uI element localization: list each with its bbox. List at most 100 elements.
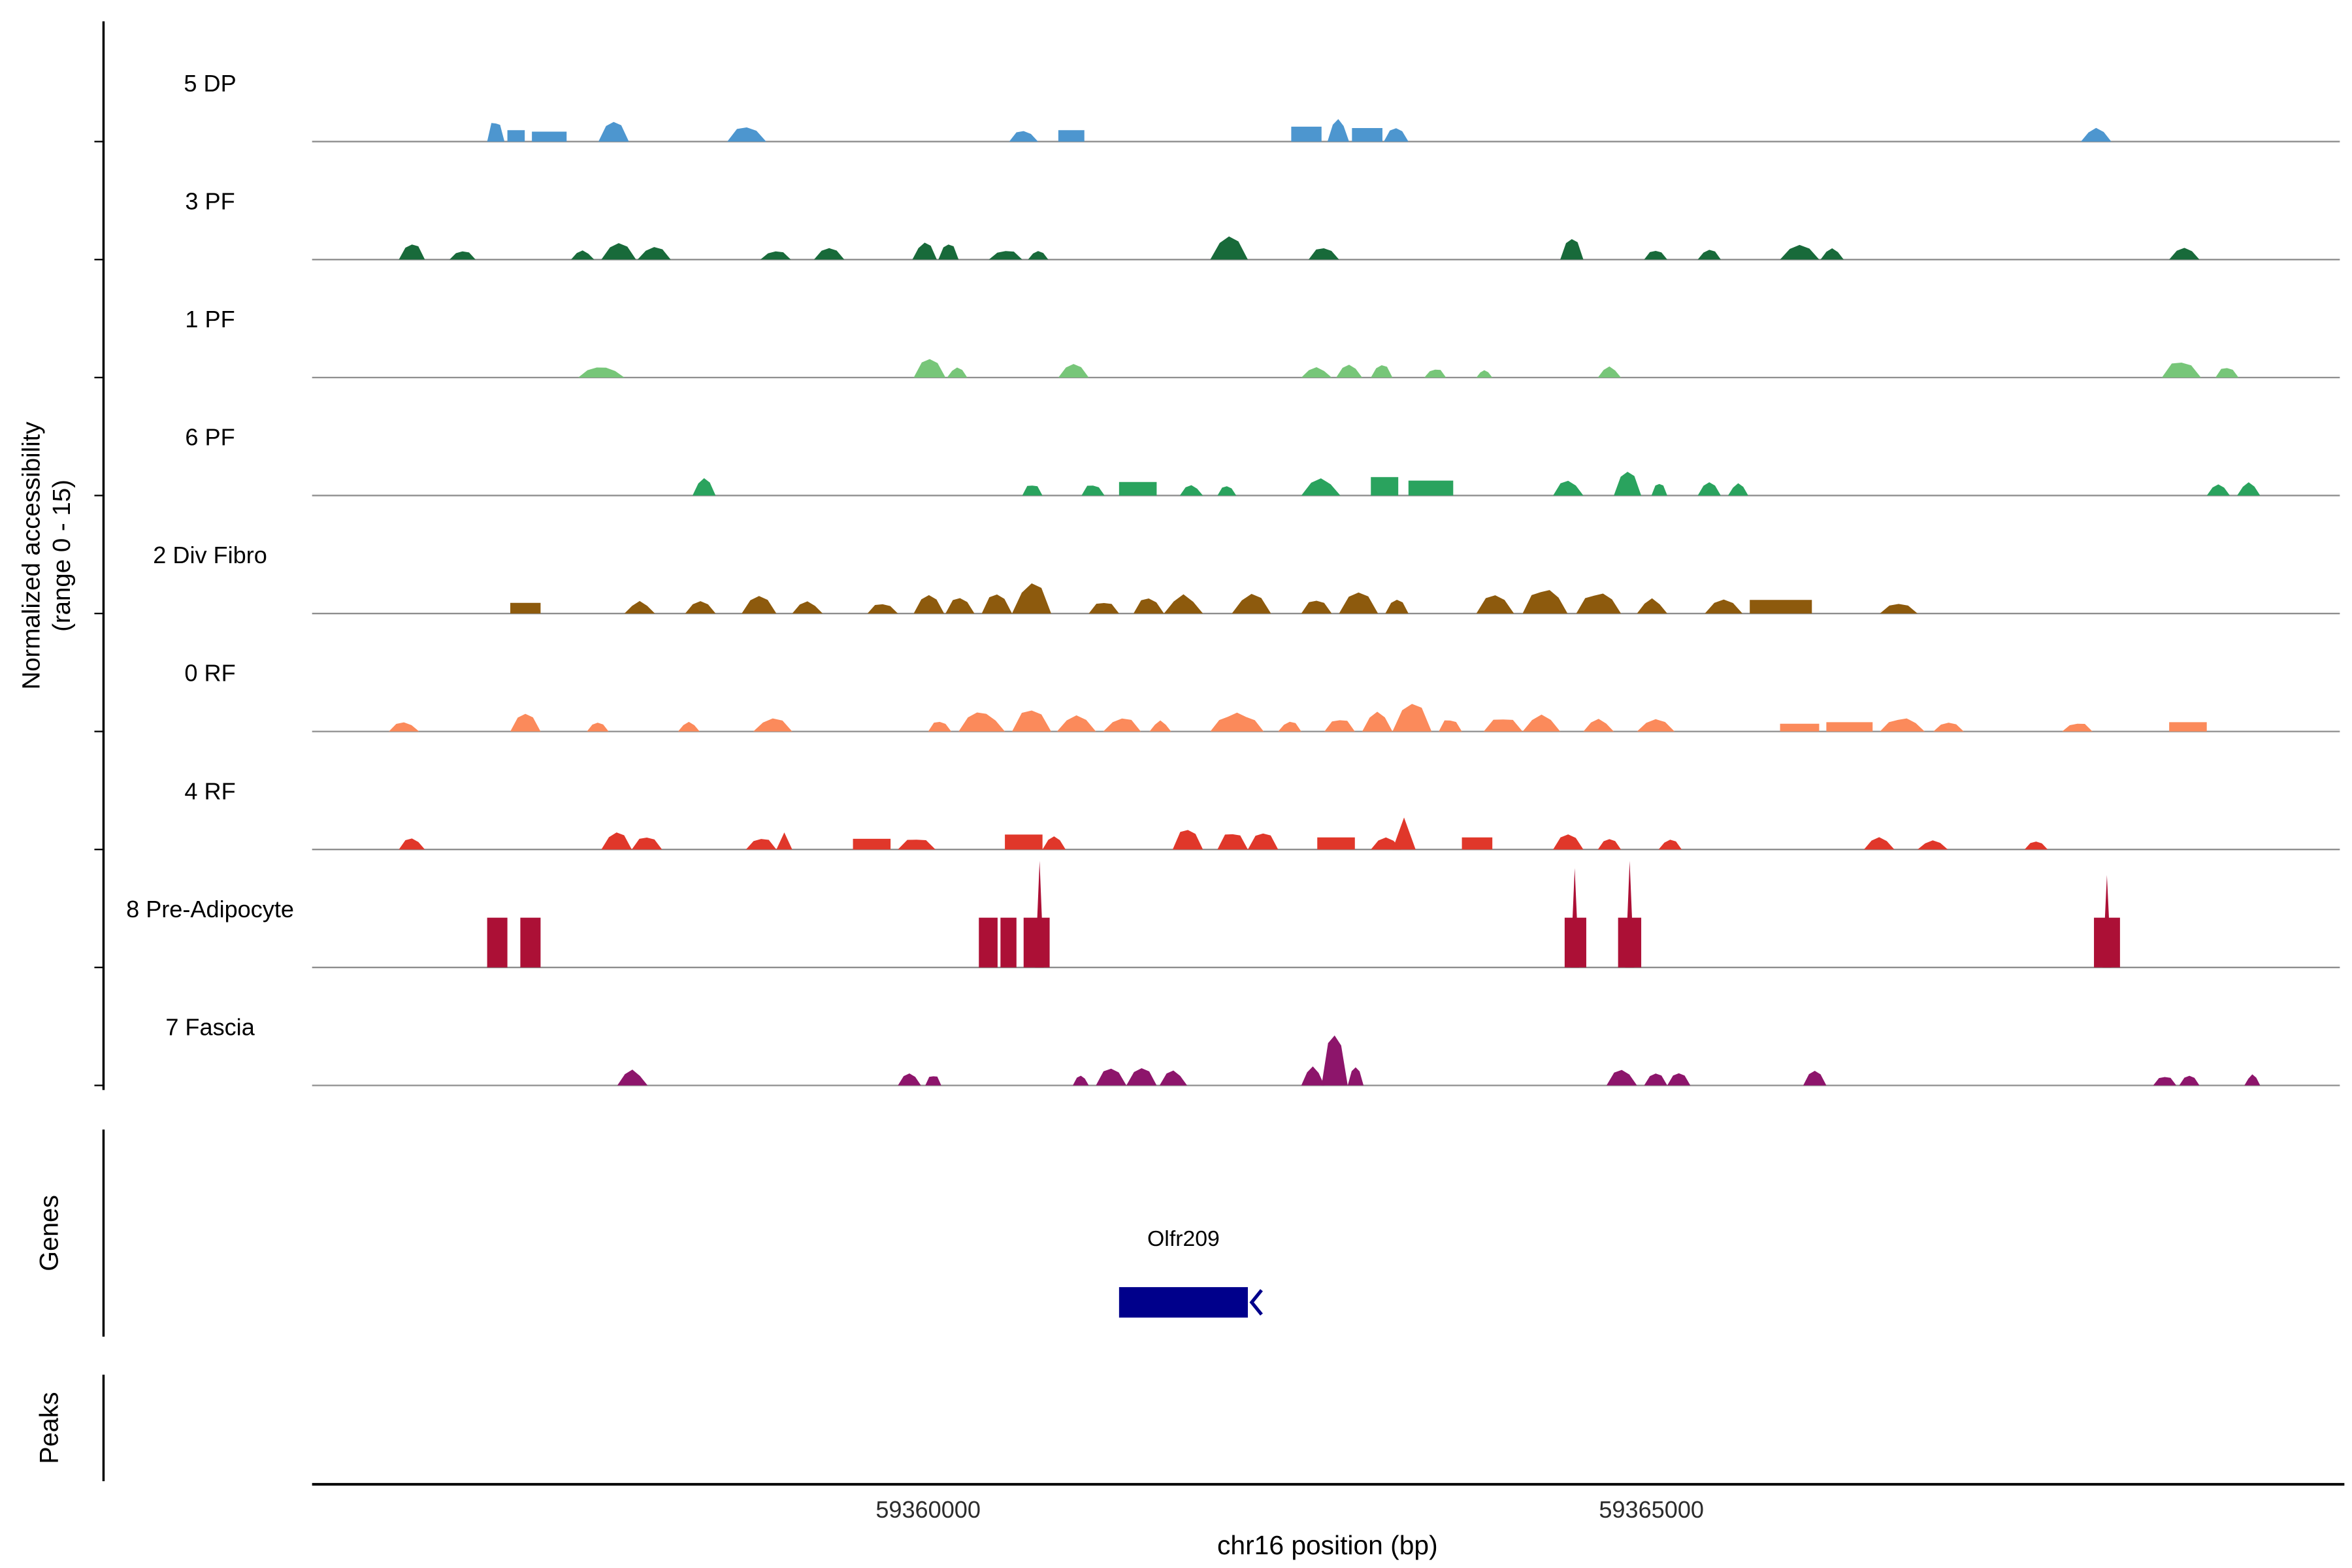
signal-peak [1247,833,1279,850]
signal-peak [1476,595,1514,614]
signal-peak [1056,715,1096,732]
signal-peak [507,130,525,142]
signal-peak [1000,917,1017,968]
track-6-pf: 6 PF [94,424,2340,497]
signal-peak [760,251,791,260]
signal-peak [1424,369,1446,378]
signal-peak [449,251,476,260]
signal-peak [571,250,595,260]
gene-body [1119,1287,1248,1318]
gene-olfr209: Olfr209 [1119,1226,1263,1318]
signal-peak [389,722,419,732]
signal-peak [1371,477,1399,496]
track-label: 3 PF [185,188,235,214]
track-4-rf: 4 RF [94,777,2340,851]
signal-peak [1803,1070,1827,1086]
signal-peak [928,721,952,732]
signal-peak [1149,720,1171,732]
signal-peak [925,1076,941,1086]
signal-peak [1088,602,1119,614]
signal-peak [745,839,777,850]
track-label: 5 DP [184,70,236,97]
gene-label: Olfr209 [1147,1226,1220,1251]
signal-peak [1917,840,1948,850]
signal-peak [1210,712,1264,732]
signal-peak [981,594,1013,614]
track-label: 7 Fascia [165,1013,255,1040]
signal-peak [1476,370,1493,378]
signal-peak [1933,723,1964,732]
signal-peak [1597,839,1622,850]
accessibility-tracks: 5 DP 3 PF 1 PF 6 PF 2 Div Fibro 0 RF 4 RF 8 Pre… [94,70,2340,1086]
signal-peak [988,251,1022,260]
signal-peak [1347,1067,1364,1086]
signal-peak [913,359,946,378]
y-axis-label-line2: (range 0 - 15) [48,480,76,632]
gene-strand-arrow-icon [1249,1289,1263,1316]
track-3-pf: 3 PF [94,188,2340,261]
signal-peak [947,367,968,378]
signal-peak [1327,119,1349,142]
x-axis-ticks: 59360000 59365000 [875,1496,1704,1523]
signal-peak [1042,836,1066,850]
signal-peak [1644,251,1667,260]
signal-peak [1553,480,1584,496]
signal-peak [1012,710,1051,732]
signal-peak [678,721,700,732]
track-label: 8 Pre-Adipocyte [126,896,294,923]
signal-peak [1133,598,1164,614]
signal-peak [1553,834,1584,850]
track-label: 1 PF [185,306,235,333]
signal-peak [1035,860,1044,968]
signal-peak [1022,485,1043,496]
signal-peak [1483,719,1523,732]
signal-peak [1780,244,1820,260]
genes-section: Genes Olfr209 [35,1129,1263,1337]
signal-peak [1750,600,1812,614]
signal-peak [1119,482,1157,496]
signal-peak [487,123,505,142]
signal-peak [2237,482,2261,496]
signal-peak [898,1073,921,1086]
y-axis: Normalized accessibility (range 0 - 15) [18,21,105,1090]
signal-peak [1301,367,1332,378]
signal-peak [520,917,541,968]
signal-peak [1159,1070,1188,1086]
peaks-section-label: Peaks [35,1392,64,1464]
y-axis-label-line1: Normalized accessibility [18,421,46,690]
signal-peak [2244,1074,2261,1086]
track-label: 2 Div Fibro [153,542,267,568]
signal-peak [685,601,716,614]
signal-peak [598,122,629,142]
signal-peak [1321,1035,1348,1086]
signal-peak [1392,704,1432,732]
signal-peak [1301,600,1332,614]
signal-peak [1697,250,1721,260]
signal-peak [1625,860,1635,968]
track-1-pf: 1 PF [94,306,2340,379]
signal-peak [1339,592,1379,614]
signal-peak [1371,365,1393,378]
signal-peak [1667,1073,1691,1086]
signal-peak [1291,126,1322,142]
signal-peak [1009,131,1038,142]
signal-peak [587,723,609,732]
signal-peak [1103,718,1141,732]
track-2-div-fibro: 2 Div Fibro [94,542,2340,615]
genes-section-label: Genes [35,1195,64,1271]
signal-peak [2179,1075,2200,1086]
signal-peak [601,832,632,850]
signal-peak [1336,365,1362,378]
signal-peak [776,832,792,850]
signal-peak [1028,251,1049,260]
signal-peak [958,712,1005,732]
signal-peak [1583,719,1614,732]
signal-peak [1324,720,1355,732]
signal-peak [1058,130,1085,142]
signal-peak [1308,248,1339,260]
gene-track: Olfr209 [1119,1226,1263,1318]
signal-peak [1880,718,1925,732]
peaks-section: Peaks [35,1375,105,1482]
signal-peak [399,244,425,260]
